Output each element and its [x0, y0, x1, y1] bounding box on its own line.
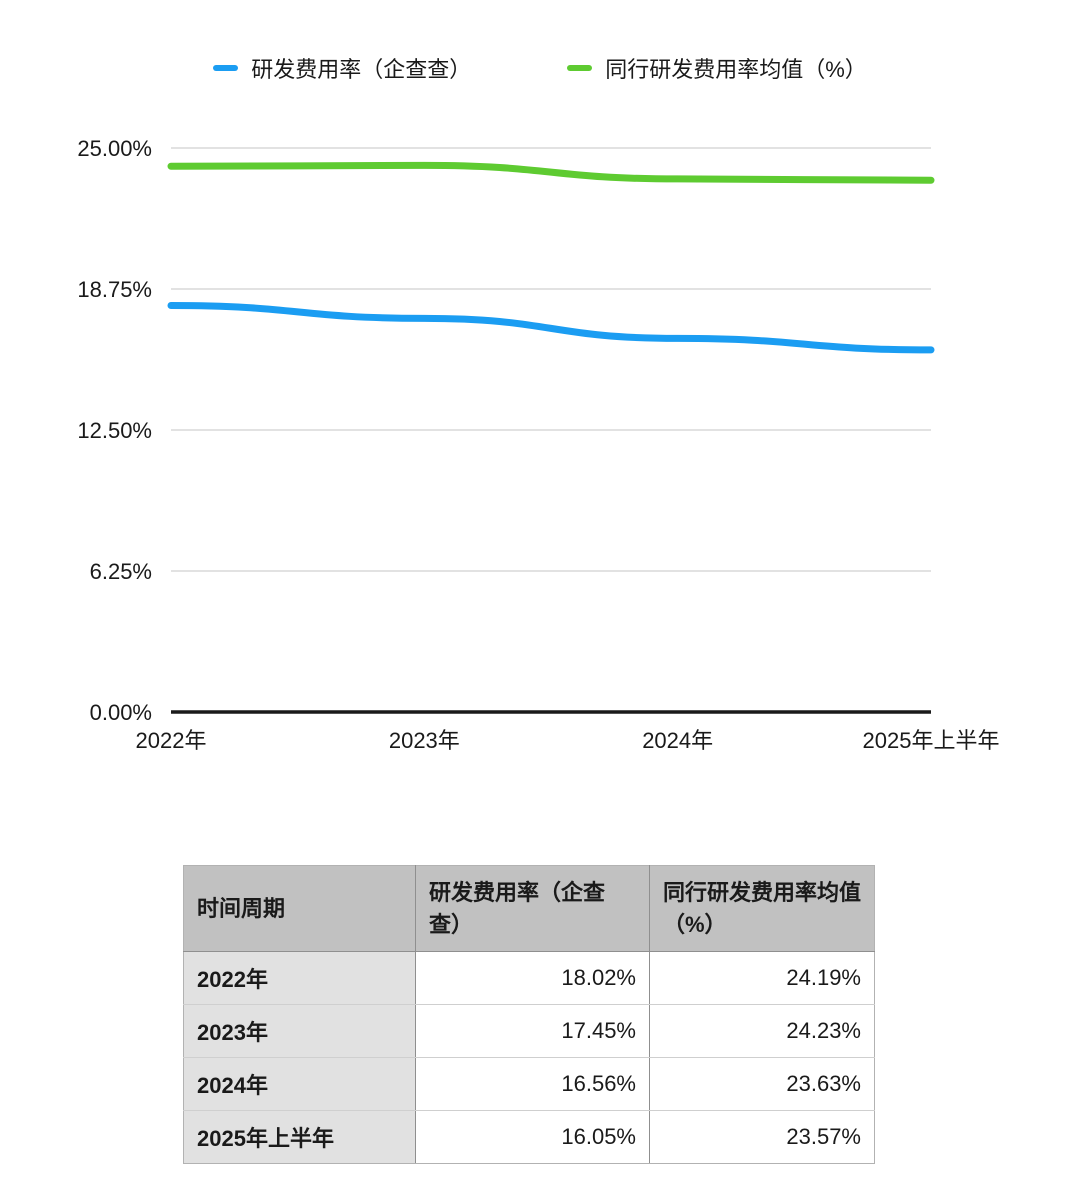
legend-label: 研发费用率（企查查） — [251, 57, 472, 82]
row-value-cell: 23.63% — [649, 1057, 875, 1111]
line-chart: 25.00% 18.75% 12.50% 6.25% 0.00% 2022年 2023年 20… — [77, 136, 1000, 753]
table-row: 2024年 16.56% 23.63% — [183, 1057, 875, 1111]
row-value-cell: 24.19% — [649, 951, 875, 1005]
table-header-cell: 同行研发费用率均值（%） — [649, 865, 875, 952]
row-value-cell: 23.57% — [649, 1110, 875, 1164]
table-header-cell: 时间周期 — [183, 865, 416, 952]
table-row: 2025年上半年 16.05% 23.57% — [183, 1110, 875, 1164]
table-row: 2022年 18.02% 24.19% — [183, 951, 875, 1005]
table-header: 时间周期 研发费用率（企查查） 同行研发费用率均值（%） — [183, 865, 875, 952]
chart-legend: 研发费用率（企查查） 同行研发费用率均值（%） — [0, 52, 1080, 84]
table-row: 2023年 17.45% 24.23% — [183, 1004, 875, 1058]
data-table: 时间周期 研发费用率（企查查） 同行研发费用率均值（%） 2022年 18.02% 24… — [183, 865, 875, 1164]
data-table-wrap: 时间周期 研发费用率（企查查） 同行研发费用率均值（%） 2022年 18.02% 24… — [183, 865, 875, 1164]
x-tick-label: 2025年上半年 — [863, 728, 1000, 753]
y-tick-label: 0.00% — [90, 700, 152, 725]
row-period-cell: 2025年上半年 — [183, 1110, 416, 1164]
legend-swatch-blue-icon — [213, 65, 239, 71]
y-tick-label: 18.75% — [77, 277, 152, 302]
x-tick-label: 2023年 — [389, 728, 460, 753]
series-line-研发费用率（企查查） — [167, 301, 935, 354]
x-tick-label: 2022年 — [136, 728, 207, 753]
row-period-cell: 2023年 — [183, 1004, 416, 1058]
row-period-cell: 2022年 — [183, 951, 416, 1005]
row-value-cell: 17.45% — [415, 1004, 650, 1058]
table-body: 2022年 18.02% 24.19% 2023年 17.45% 24.23% 2024年 1… — [183, 951, 875, 1164]
legend-item-peer-average: 同行研发费用率均值（%） — [567, 52, 867, 84]
row-period-cell: 2024年 — [183, 1057, 416, 1111]
legend-swatch-green-icon — [567, 65, 593, 71]
y-tick-label: 25.00% — [77, 136, 152, 161]
row-value-cell: 16.05% — [415, 1110, 650, 1164]
x-tick-label: 2024年 — [642, 728, 713, 753]
legend-label: 同行研发费用率均值（%） — [605, 57, 867, 82]
legend-item-rd-expense-ratio: 研发费用率（企查查） — [213, 52, 471, 84]
row-value-cell: 24.23% — [649, 1004, 875, 1058]
series-line-同行研发费用率均值（%） — [167, 161, 935, 184]
row-value-cell: 18.02% — [415, 951, 650, 1005]
y-tick-label: 12.50% — [77, 418, 152, 443]
y-tick-label: 6.25% — [90, 559, 152, 584]
table-header-cell: 研发费用率（企查查） — [415, 865, 650, 952]
row-value-cell: 16.56% — [415, 1057, 650, 1111]
